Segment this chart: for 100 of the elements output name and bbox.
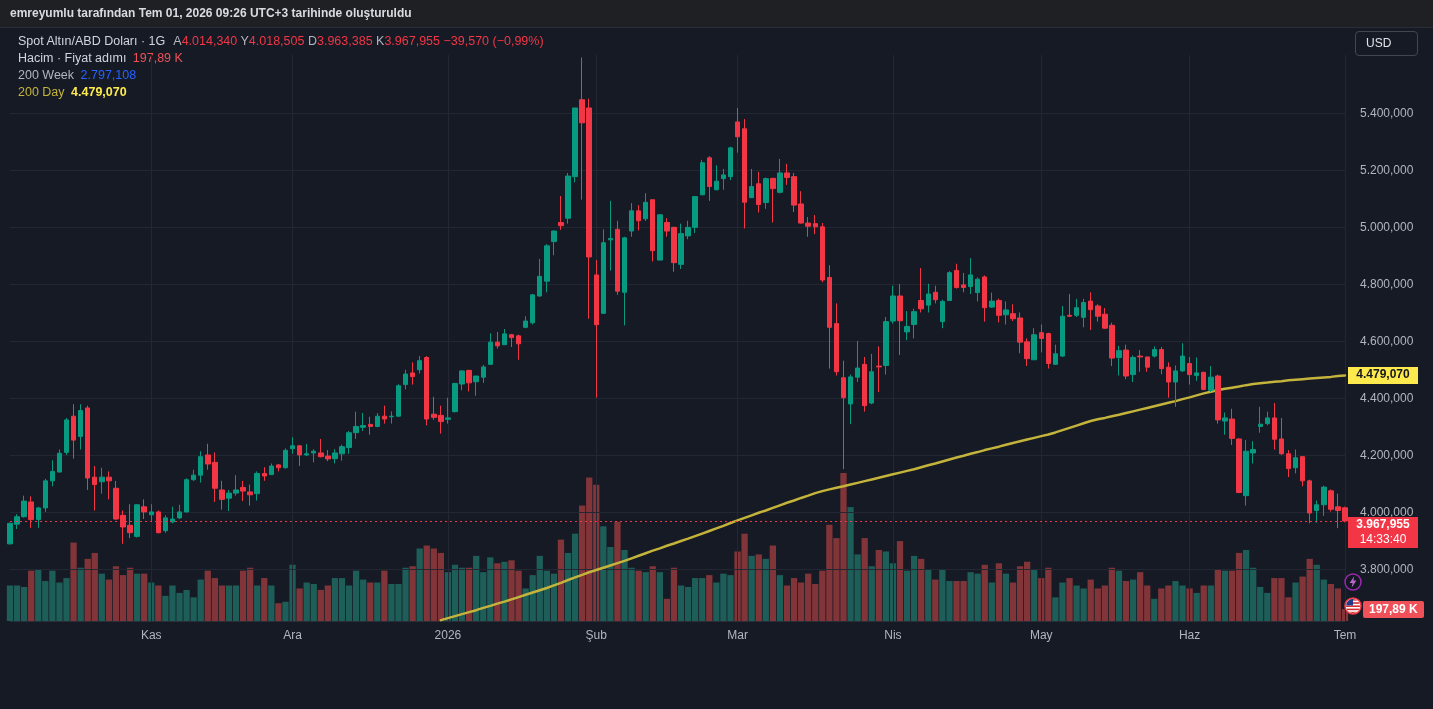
bar	[635, 570, 642, 621]
candlestick	[290, 436, 295, 455]
bar	[374, 582, 381, 621]
candlestick	[1116, 345, 1122, 376]
candlestick	[961, 272, 966, 293]
x-tick-label: Şub	[585, 628, 608, 642]
bar	[28, 570, 35, 621]
candlestick	[445, 397, 451, 425]
x-tick-label: May	[1029, 628, 1053, 642]
candlestick	[473, 375, 479, 397]
candlestick	[1060, 305, 1065, 358]
bar	[925, 569, 932, 621]
candlestick	[1265, 411, 1270, 426]
bar	[367, 582, 374, 621]
candlestick	[975, 276, 980, 302]
candlestick	[488, 332, 493, 366]
bar	[642, 572, 649, 621]
candlestick	[763, 176, 769, 210]
candlestick	[1208, 365, 1214, 393]
candlestick	[594, 259, 599, 399]
chart-title: Hacim · Fiyat adımı	[18, 51, 127, 65]
x-tick-label: Mar	[727, 628, 748, 642]
bar	[875, 549, 882, 621]
candlestick	[636, 204, 641, 231]
candlestick	[1088, 291, 1093, 331]
bar	[769, 545, 776, 621]
bar	[776, 575, 784, 621]
candlestick	[551, 229, 557, 256]
candlestick	[262, 466, 267, 482]
candlestick	[382, 405, 387, 425]
candlestick	[530, 293, 535, 325]
bar	[254, 585, 261, 621]
x-tick-label: Nis	[884, 628, 902, 642]
candlestick	[57, 449, 62, 474]
candlestick	[947, 270, 952, 302]
bar	[141, 573, 148, 621]
bar	[494, 563, 501, 621]
candlestick	[827, 264, 832, 370]
bar	[1292, 582, 1299, 621]
candlestick	[841, 360, 846, 470]
candlestick	[735, 107, 740, 154]
candlestick	[1272, 402, 1277, 451]
bar	[1200, 585, 1207, 621]
bar	[868, 566, 875, 621]
candlestick	[1152, 345, 1157, 359]
candlestick	[184, 477, 189, 513]
bar	[896, 541, 904, 621]
candlestick	[1258, 406, 1263, 434]
bar	[77, 567, 84, 621]
candlestick	[1180, 342, 1185, 373]
candlestick	[375, 412, 380, 428]
candlestick	[389, 410, 394, 425]
candlestick	[516, 334, 521, 361]
candlestick	[1046, 332, 1051, 370]
bar	[706, 575, 713, 621]
candlestick	[1130, 355, 1136, 383]
bar	[1031, 569, 1038, 621]
candlestick	[170, 506, 175, 524]
candlestick	[926, 283, 931, 314]
candlestick	[1137, 349, 1143, 373]
candlestick	[43, 478, 48, 513]
candlestick	[198, 450, 203, 484]
bar	[1193, 592, 1200, 621]
candlestick	[537, 258, 542, 298]
candlestick	[269, 462, 274, 476]
candlestick	[64, 417, 69, 456]
candlestick	[1286, 449, 1291, 478]
bar	[134, 573, 141, 621]
candlestick	[1293, 449, 1298, 474]
bar	[1115, 570, 1123, 621]
candlestick	[813, 214, 818, 235]
candlestick	[254, 470, 260, 502]
candlestick	[657, 213, 663, 261]
candlestick	[954, 263, 959, 290]
bar	[409, 566, 416, 621]
candlestick	[50, 459, 55, 487]
bar	[1066, 578, 1073, 621]
candlestick	[297, 444, 302, 467]
candlestick	[1215, 374, 1221, 425]
candlestick	[862, 356, 867, 413]
candlestick	[989, 292, 995, 309]
candlestick	[106, 470, 112, 500]
y-axis-title: USD	[1355, 31, 1418, 56]
candlestick	[1123, 344, 1129, 380]
bar	[932, 579, 939, 621]
bar	[981, 564, 988, 621]
y-tick-label: 5.400,000	[1360, 106, 1414, 121]
candlestick	[855, 340, 860, 383]
bar	[296, 588, 303, 621]
candlestick	[311, 448, 316, 463]
candlestick	[721, 168, 726, 191]
candlestick	[1166, 361, 1171, 399]
candlestick	[940, 299, 945, 329]
candlestick	[417, 355, 422, 374]
candlestick	[481, 364, 486, 384]
candlestick	[996, 298, 1002, 323]
candlestick	[191, 469, 196, 482]
candlestick	[1300, 455, 1305, 487]
bar	[861, 538, 868, 621]
bar	[755, 554, 762, 621]
